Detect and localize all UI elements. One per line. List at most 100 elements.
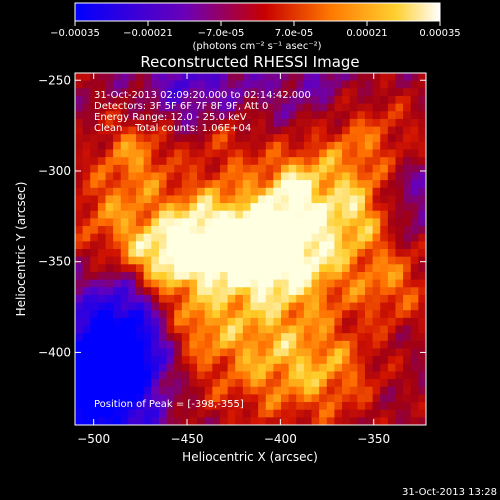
heatmap-cell <box>296 302 305 311</box>
heatmap-cell <box>136 325 145 334</box>
y-tick-label: −300 <box>38 164 71 178</box>
heatmap-cell <box>281 333 290 342</box>
heatmap-cell <box>334 356 343 365</box>
heatmap-cell <box>334 241 343 250</box>
heatmap-cell <box>403 386 412 395</box>
heatmap-cell <box>250 363 259 373</box>
heatmap-cell <box>219 294 229 304</box>
heatmap-cell <box>227 226 236 235</box>
heatmap-cell <box>410 233 419 242</box>
heatmap-cell <box>151 271 160 281</box>
heatmap-cell <box>258 157 267 166</box>
heatmap-cell <box>212 141 221 151</box>
heatmap-cell <box>242 302 252 311</box>
heatmap-cell <box>250 417 259 425</box>
heatmap-cell <box>258 409 267 418</box>
heatmap-cell <box>372 73 381 82</box>
heatmap-cell <box>311 379 320 388</box>
heatmap-cell <box>273 302 282 311</box>
heatmap-cell <box>403 149 412 158</box>
heatmap-cell <box>120 409 130 418</box>
heatmap-cell <box>403 126 412 135</box>
heatmap-cell <box>181 271 191 281</box>
heatmap-cell <box>349 164 358 174</box>
heatmap-cell <box>303 333 313 342</box>
heatmap-cell <box>250 264 259 273</box>
heatmap-cell <box>395 134 404 143</box>
heatmap-cell <box>326 180 336 189</box>
heatmap-cell <box>258 111 267 120</box>
heatmap-cell <box>113 356 122 365</box>
heatmap-cell <box>120 402 130 411</box>
heatmap-cell <box>82 226 91 235</box>
heatmap-cell <box>364 317 374 327</box>
heatmap-cell <box>181 134 191 143</box>
heatmap-cell <box>357 118 366 128</box>
heatmap-cell <box>136 394 145 403</box>
heatmap-cell <box>418 402 426 411</box>
heatmap-cell <box>105 195 114 204</box>
heatmap-cell <box>97 264 107 273</box>
heatmap-cell <box>174 111 183 120</box>
heatmap-cell <box>242 409 252 418</box>
heatmap-cell <box>296 210 305 219</box>
heatmap-cell <box>303 249 313 258</box>
heatmap-cell <box>189 249 198 258</box>
heatmap-cell <box>364 180 374 189</box>
heatmap-cell <box>326 141 336 151</box>
heatmap-cell <box>212 264 221 273</box>
heatmap-cell <box>166 118 175 128</box>
heatmap-cell <box>311 73 320 82</box>
heatmap-cell <box>151 88 160 97</box>
heatmap-cell <box>296 279 305 288</box>
heatmap-cell <box>319 187 328 197</box>
heatmap-cell <box>410 302 419 311</box>
heatmap-cell <box>227 134 236 143</box>
heatmap-cell <box>235 88 244 97</box>
heatmap-cell <box>403 356 412 365</box>
heatmap-cell <box>75 379 84 388</box>
heatmap-cell <box>250 95 259 105</box>
heatmap-cell <box>82 379 91 388</box>
heatmap-cell <box>319 195 328 204</box>
heatmap-cell <box>418 317 426 327</box>
heatmap-cell <box>151 379 160 388</box>
heatmap-cell <box>410 325 419 334</box>
heatmap-cell <box>143 356 152 365</box>
heatmap-cell <box>97 256 107 265</box>
heatmap-cell <box>326 80 336 89</box>
heatmap-cell <box>410 134 419 143</box>
heatmap-cell <box>174 402 183 411</box>
heatmap-cell <box>151 310 160 319</box>
heatmap-cell <box>311 317 320 327</box>
heatmap-cell <box>212 111 221 120</box>
heatmap-cell <box>364 333 374 342</box>
heatmap-cell <box>281 157 290 166</box>
heatmap-cell <box>143 73 152 82</box>
heatmap-cell <box>189 264 198 273</box>
heatmap-cell <box>97 164 107 174</box>
heatmap-cell <box>158 103 168 112</box>
heatmap-cell <box>372 103 381 112</box>
heatmap-cell <box>212 126 221 135</box>
heatmap-cell <box>265 340 274 350</box>
heatmap-cell <box>128 294 137 304</box>
heatmap-cell <box>75 386 84 395</box>
heatmap-cell <box>82 187 91 197</box>
heatmap-cell <box>128 302 137 311</box>
heatmap-cell <box>219 379 229 388</box>
heatmap-cell <box>258 271 267 281</box>
heatmap-cell <box>281 317 290 327</box>
heatmap-cell <box>82 180 91 189</box>
heatmap-cell <box>319 233 328 242</box>
heatmap-cell <box>212 271 221 281</box>
heatmap-cell <box>288 402 297 411</box>
heatmap-cell <box>265 180 274 189</box>
heatmap-cell <box>372 264 381 273</box>
heatmap-cell <box>326 394 336 403</box>
heatmap-cell <box>364 118 374 128</box>
heatmap-cell <box>128 157 137 166</box>
heatmap-cell <box>204 73 213 82</box>
heatmap-cell <box>181 95 191 105</box>
